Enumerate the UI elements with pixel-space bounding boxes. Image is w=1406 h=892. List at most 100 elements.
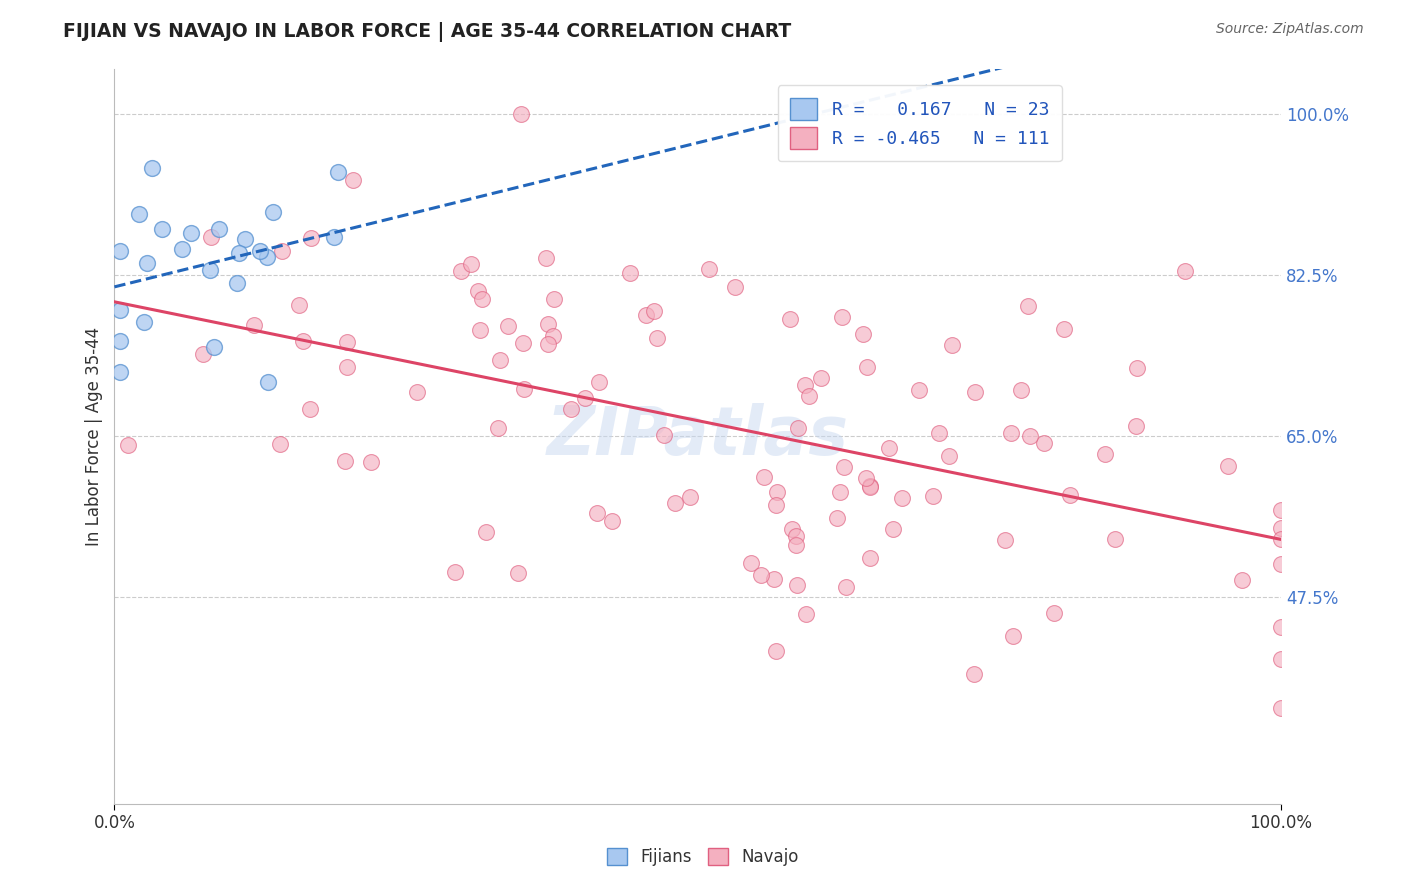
Point — [634, 308, 657, 322]
Point — [835, 580, 858, 594]
Point — [1270, 503, 1292, 517]
Point — [256, 250, 278, 264]
Point — [963, 666, 986, 681]
Point — [859, 550, 882, 565]
Point — [1010, 383, 1032, 397]
Point — [588, 376, 610, 390]
Point — [543, 292, 565, 306]
Point — [243, 318, 266, 332]
Point — [405, 384, 427, 399]
Point — [762, 572, 785, 586]
Point — [859, 479, 882, 493]
Point — [450, 263, 472, 277]
Point — [336, 334, 359, 349]
Point — [510, 107, 533, 121]
Point — [754, 470, 776, 484]
Point — [602, 514, 624, 528]
Point — [779, 311, 801, 326]
Point — [486, 421, 509, 435]
Point — [193, 346, 215, 360]
Point — [1042, 607, 1064, 621]
Point — [891, 491, 914, 506]
Point — [645, 331, 668, 345]
Point — [488, 352, 510, 367]
Point — [136, 255, 159, 269]
Point — [299, 231, 322, 245]
Point — [852, 327, 875, 342]
Point — [765, 644, 787, 658]
Point — [856, 359, 879, 374]
Point — [228, 246, 250, 260]
Point — [336, 360, 359, 375]
Text: Source: ZipAtlas.com: Source: ZipAtlas.com — [1216, 22, 1364, 37]
Point — [543, 329, 565, 343]
Point — [1059, 488, 1081, 502]
Point — [941, 338, 963, 352]
Point — [110, 365, 132, 379]
Point — [1174, 264, 1197, 278]
Point — [460, 257, 482, 271]
Point — [740, 556, 762, 570]
Point — [794, 377, 817, 392]
Point — [537, 337, 560, 351]
Point — [141, 161, 163, 175]
Point — [202, 340, 225, 354]
Point — [208, 222, 231, 236]
Point — [859, 480, 882, 494]
Point — [110, 244, 132, 258]
Point — [1270, 620, 1292, 634]
Point — [643, 303, 665, 318]
Point — [938, 449, 960, 463]
Point — [271, 244, 294, 258]
Point — [1270, 652, 1292, 666]
Point — [323, 230, 346, 244]
Point — [797, 389, 820, 403]
Point — [298, 402, 321, 417]
Point — [697, 261, 720, 276]
Point — [810, 371, 832, 385]
Point — [467, 284, 489, 298]
Point — [1126, 361, 1149, 376]
Point — [882, 522, 904, 536]
Point — [534, 251, 557, 265]
Point — [679, 490, 702, 504]
Point — [110, 334, 132, 349]
Point — [574, 391, 596, 405]
Point — [132, 315, 155, 329]
Point — [444, 565, 467, 579]
Point — [1001, 629, 1024, 643]
Point — [1053, 322, 1076, 336]
Point — [765, 498, 787, 512]
Point — [787, 421, 810, 435]
Point — [170, 243, 193, 257]
Legend: R =   0.167   N = 23, R = -0.465   N = 111: R = 0.167 N = 23, R = -0.465 N = 111 — [778, 85, 1062, 161]
Point — [855, 471, 877, 485]
Point — [1104, 532, 1126, 546]
Point — [512, 335, 534, 350]
Point — [506, 566, 529, 580]
Point — [269, 437, 291, 451]
Point — [785, 538, 807, 552]
Point — [226, 276, 249, 290]
Point — [749, 568, 772, 582]
Point — [1216, 459, 1239, 474]
Point — [585, 506, 607, 520]
Point — [292, 334, 315, 348]
Point — [1018, 429, 1040, 443]
Point — [825, 510, 848, 524]
Point — [262, 205, 284, 219]
Point — [832, 459, 855, 474]
Point — [830, 484, 852, 499]
Point — [786, 577, 808, 591]
Text: ZIPatlas: ZIPatlas — [547, 403, 849, 469]
Point — [1094, 447, 1116, 461]
Point — [879, 441, 901, 455]
Point — [963, 385, 986, 400]
Point — [831, 310, 853, 324]
Point — [780, 522, 803, 536]
Point — [652, 427, 675, 442]
Point — [1270, 557, 1292, 571]
Point — [765, 484, 787, 499]
Point — [1270, 701, 1292, 715]
Point — [110, 303, 132, 318]
